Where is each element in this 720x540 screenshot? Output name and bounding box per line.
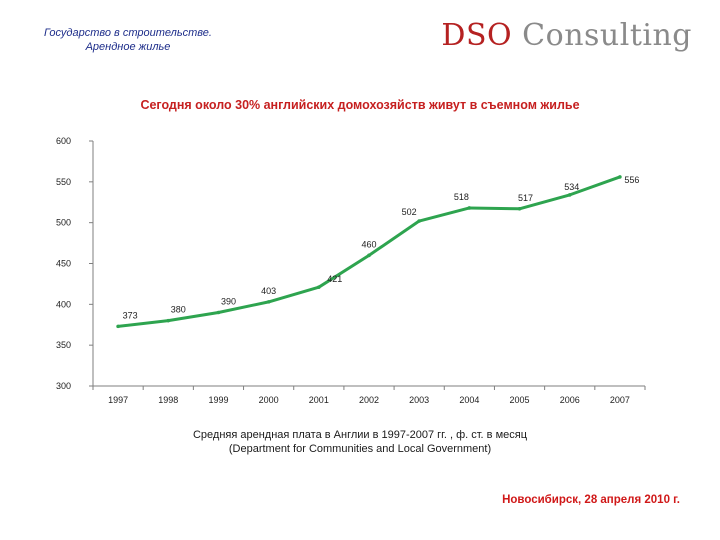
- caption-line1: Средняя арендная плата в Англии в 1997-2…: [192, 429, 528, 441]
- data-label: 534: [564, 182, 579, 192]
- data-point: [166, 318, 171, 323]
- x-tick-label: 2006: [560, 395, 580, 405]
- logo-dso: DSO: [441, 18, 513, 53]
- data-label: 373: [123, 310, 138, 320]
- data-label: 556: [624, 175, 639, 185]
- x-tick-label: 2004: [459, 395, 479, 405]
- x-tick-label: 2003: [409, 395, 429, 405]
- data-label: 502: [402, 207, 417, 217]
- data-label: 517: [518, 193, 533, 203]
- data-point: [216, 310, 221, 315]
- y-tick-label: 600: [56, 136, 71, 146]
- y-tick-label: 400: [56, 299, 71, 309]
- series-line: [117, 175, 621, 328]
- x-tick-label: 1999: [208, 395, 228, 405]
- y-tick-label: 300: [56, 381, 71, 391]
- data-label: 460: [361, 239, 376, 249]
- data-point: [116, 324, 120, 329]
- line-chart: 300 350 400 450 500 550 600 1997 1998 1999 2000 200…: [56, 136, 646, 405]
- data-point: [317, 285, 321, 289]
- y-tick-label: 450: [56, 259, 71, 269]
- data-label: 390: [221, 297, 236, 307]
- x-tick-label: 2000: [259, 395, 279, 405]
- data-point: [567, 193, 572, 197]
- x-tick-label: 2007: [610, 395, 630, 405]
- chart-title: Сегодня около 30% английских домохозяйст…: [140, 98, 580, 112]
- y-tick-label: 550: [56, 177, 71, 187]
- x-tick-label: 2001: [309, 395, 329, 405]
- data-point: [266, 300, 271, 304]
- logo-consulting: Consulting: [522, 18, 692, 53]
- header-title-line1: Государство в строительстве.: [44, 27, 212, 39]
- data-label: 380: [171, 305, 186, 315]
- data-point: [367, 253, 371, 258]
- data-label: 403: [261, 286, 276, 296]
- x-tick-label: 1998: [158, 395, 178, 405]
- x-tick-label: 1997: [108, 395, 128, 405]
- footer-date: Новосибирск, 28 апреля 2010 г.: [502, 494, 680, 506]
- y-tick-label: 350: [56, 340, 71, 350]
- data-point: [467, 206, 472, 210]
- data-label: 421: [327, 274, 342, 284]
- caption-line2: (Department for Communities and Local Go…: [228, 443, 492, 455]
- company-logo: DSO Consulting: [441, 18, 692, 53]
- data-point: [618, 175, 622, 179]
- header-title-line2: Арендное жилье: [85, 41, 171, 53]
- x-tick-label: 2005: [510, 395, 530, 405]
- chart-caption: Средняя арендная плата в Англии в 1997-2…: [0, 428, 720, 456]
- data-point: [517, 206, 522, 211]
- x-tick-label: 2002: [359, 395, 379, 405]
- data-point: [417, 219, 421, 223]
- data-label: 518: [454, 192, 469, 202]
- header-title: Государство в строительстве. Арендное жи…: [28, 26, 228, 54]
- y-tick-label: 500: [56, 218, 71, 228]
